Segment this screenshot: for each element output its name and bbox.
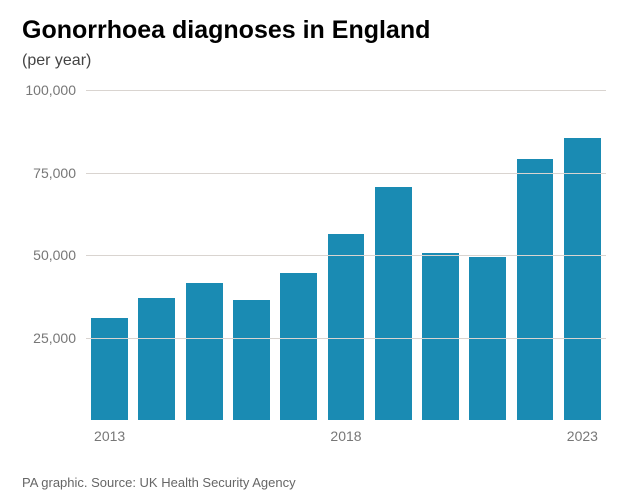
gridline bbox=[86, 90, 606, 91]
bar bbox=[186, 283, 223, 420]
ytick-label: 25,000 bbox=[33, 330, 86, 346]
chart-container: Gonorrhoea diagnoses in England (per yea… bbox=[0, 0, 640, 504]
bar bbox=[517, 159, 554, 420]
gridline bbox=[86, 255, 606, 256]
bar bbox=[375, 187, 412, 420]
chart-subtitle: (per year) bbox=[22, 52, 91, 70]
ytick-label: 100,000 bbox=[25, 82, 86, 98]
bar bbox=[233, 300, 270, 420]
chart-title: Gonorrhoea diagnoses in England bbox=[22, 16, 430, 45]
bar bbox=[91, 318, 128, 420]
ytick-label: 50,000 bbox=[33, 247, 86, 263]
chart-footer: PA graphic. Source: UK Health Security A… bbox=[22, 475, 296, 490]
bar bbox=[138, 298, 175, 420]
xticks-group: 2013 2018 2023 bbox=[86, 424, 606, 444]
xtick-label: 2023 bbox=[567, 428, 598, 444]
xtick-label: 2018 bbox=[330, 428, 361, 444]
bar bbox=[564, 138, 601, 420]
xtick-label: 2013 bbox=[94, 428, 125, 444]
ytick-label: 75,000 bbox=[33, 165, 86, 181]
plot-region: 25,00050,00075,000100,000 bbox=[86, 90, 606, 420]
bar bbox=[280, 273, 317, 420]
bar bbox=[328, 234, 365, 420]
gridline bbox=[86, 173, 606, 174]
gridline bbox=[86, 338, 606, 339]
chart-area: 25,00050,00075,000100,000 201320182023 bbox=[22, 80, 618, 450]
